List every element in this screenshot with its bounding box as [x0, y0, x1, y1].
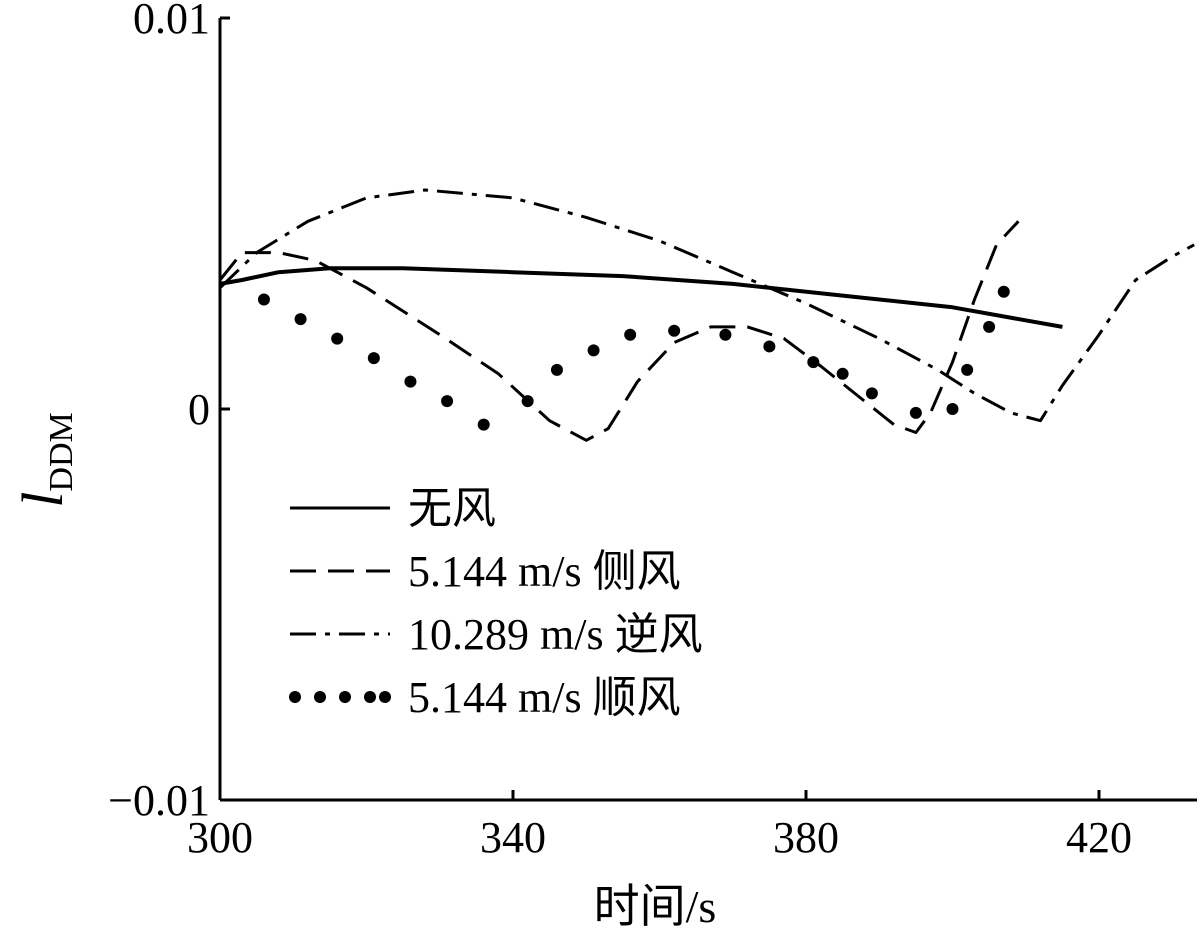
series-4-point [624, 328, 637, 341]
legend-swatch-point [339, 691, 351, 703]
series-4-point [946, 403, 959, 415]
series-4-point [257, 293, 270, 306]
y-tick-label: 0.01 [133, 0, 210, 43]
series-lines [218, 188, 1195, 442]
y-axis-title-text: lDDM [10, 412, 80, 507]
series-4-point [441, 395, 454, 408]
y-tick-label: 0 [188, 385, 210, 434]
series-4-point [719, 328, 732, 341]
series-4-point [763, 340, 776, 353]
legend: 无风 5.144 m/s 侧风 10.289 m/s 逆风 5.144 m/s 顺风 [289, 484, 703, 722]
series-4-point [961, 363, 974, 376]
x-tick-label: 420 [1066, 813, 1132, 862]
series-4-point [587, 344, 600, 357]
series-4-point [983, 320, 996, 333]
y-axis-title-main: l [10, 492, 75, 508]
series-4-point [836, 367, 849, 380]
y-axis-title-sub: DDM [43, 412, 80, 491]
series-4-point [521, 395, 534, 408]
legend-label: 5.144 m/s 顺风 [408, 673, 681, 722]
series-3-line [218, 188, 1195, 423]
series-4-point [807, 356, 820, 369]
legend-label: 5.144 m/s 侧风 [408, 547, 681, 596]
series-4-point [477, 418, 490, 431]
series-4-point [294, 313, 307, 326]
legend-swatch-point [289, 691, 301, 703]
x-tick-label: 300 [187, 813, 253, 862]
legend-label: 无风 [408, 484, 496, 533]
legend-swatch-point [379, 691, 391, 703]
series-4-point [909, 406, 922, 419]
y-axis-title: lDDM [10, 412, 80, 507]
legend-swatch-point [364, 691, 376, 703]
series-1-line [219, 266, 1063, 329]
x-tick-label: 340 [480, 813, 546, 862]
legend-swatch-point [314, 691, 326, 703]
series-2-line [218, 220, 1020, 442]
series-4-point [404, 375, 417, 388]
series-4-point [997, 285, 1010, 298]
x-axis-title: 时间/s [594, 881, 717, 932]
y-tick-label: −0.01 [108, 776, 210, 825]
series-4-point [331, 332, 344, 345]
series-4-point [550, 363, 563, 376]
x-tick-label: 380 [773, 813, 839, 862]
series-4-point [865, 387, 878, 400]
series-4-point [367, 352, 380, 365]
legend-label: 10.289 m/s 逆风 [408, 610, 703, 659]
series-4-point [668, 324, 681, 337]
